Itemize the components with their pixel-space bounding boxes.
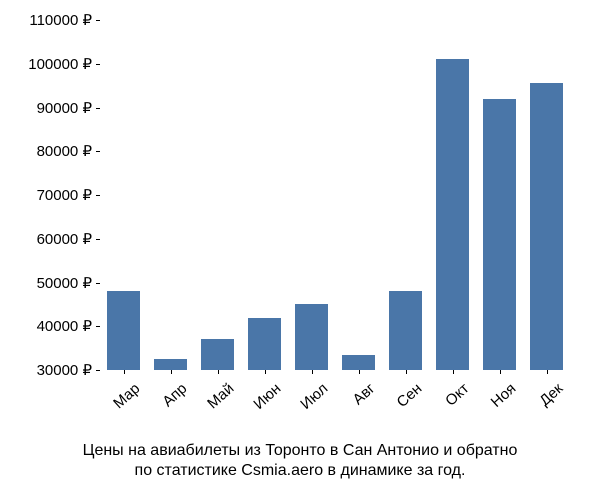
x-tick-mark xyxy=(171,370,172,374)
bar xyxy=(389,291,423,370)
x-tick-mark xyxy=(406,370,407,374)
x-tick-mark xyxy=(500,370,501,374)
y-tick-label: 40000 ₽ xyxy=(37,317,92,335)
y-tick-label: 30000 ₽ xyxy=(37,361,92,379)
bar xyxy=(154,359,188,370)
x-tick-mark xyxy=(218,370,219,374)
x-tick-mark xyxy=(124,370,125,374)
bar xyxy=(483,99,517,370)
bar xyxy=(530,83,564,370)
y-tick-label: 60000 ₽ xyxy=(37,230,92,248)
y-tick-label: 80000 ₽ xyxy=(37,142,92,160)
y-tick-label: 50000 ₽ xyxy=(37,274,92,292)
y-tick-label: 110000 ₽ xyxy=(29,11,92,29)
x-tick-mark xyxy=(265,370,266,374)
bar xyxy=(295,304,329,370)
bar xyxy=(436,59,470,370)
bar xyxy=(342,355,376,370)
x-tick-mark xyxy=(453,370,454,374)
y-tick-mark xyxy=(96,370,100,371)
bar xyxy=(107,291,141,370)
x-tick-mark xyxy=(312,370,313,374)
caption-line-1: Цены на авиабилеты из Торонто в Сан Анто… xyxy=(0,442,600,460)
x-tick-mark xyxy=(547,370,548,374)
bar xyxy=(248,318,282,371)
plot-area xyxy=(100,20,570,370)
bar xyxy=(201,339,235,370)
x-tick-mark xyxy=(359,370,360,374)
chart-container: 30000 ₽ 40000 ₽ 50000 ₽ 60000 ₽ 70000 ₽ 80000… xyxy=(0,0,600,500)
caption-line-2: по статистике Csmia.aero в динамике за г… xyxy=(0,462,600,480)
y-tick-label: 100000 ₽ xyxy=(28,55,92,73)
y-tick-label: 70000 ₽ xyxy=(37,186,92,204)
y-tick-label: 90000 ₽ xyxy=(37,99,92,117)
